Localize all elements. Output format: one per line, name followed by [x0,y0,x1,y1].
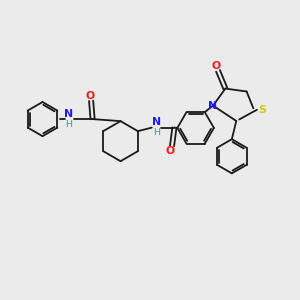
Text: S: S [258,105,266,115]
Text: N: N [152,117,161,127]
Text: O: O [166,146,175,156]
Text: O: O [85,91,94,101]
Text: H: H [153,128,160,137]
Text: O: O [212,61,221,71]
Text: N: N [208,100,217,111]
Text: H: H [65,120,72,129]
Text: N: N [64,109,73,119]
